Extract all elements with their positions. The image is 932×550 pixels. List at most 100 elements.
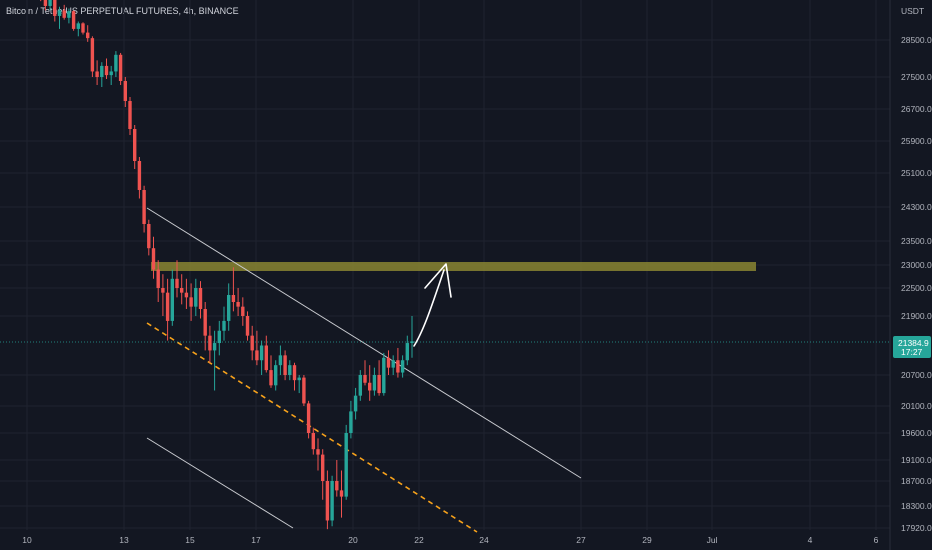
candle-body — [71, 11, 76, 29]
candle-body — [222, 320, 226, 331]
candle[interactable] — [391, 355, 395, 375]
candle[interactable] — [114, 51, 118, 77]
candle[interactable] — [198, 281, 203, 319]
candle[interactable] — [274, 360, 278, 391]
candle[interactable] — [90, 36, 95, 77]
candle[interactable] — [405, 335, 409, 366]
candle[interactable] — [330, 475, 334, 527]
candle[interactable] — [344, 424, 348, 500]
candle[interactable] — [67, 8, 71, 24]
candle[interactable] — [175, 260, 179, 298]
candle[interactable] — [241, 297, 245, 326]
projection-arrow[interactable] — [413, 269, 445, 347]
candle-body — [382, 357, 386, 394]
candle[interactable] — [302, 375, 306, 406]
candle[interactable] — [368, 365, 372, 401]
candle[interactable] — [353, 387, 358, 420]
candle[interactable] — [170, 269, 174, 326]
candle-body — [259, 345, 264, 361]
candle[interactable] — [316, 438, 320, 471]
candle[interactable] — [62, 4, 66, 20]
candle[interactable] — [339, 470, 344, 518]
x-tick-label: Jul — [707, 535, 718, 545]
trend-line-lower[interactable] — [146, 437, 294, 529]
candle[interactable] — [194, 278, 198, 316]
candle[interactable] — [123, 77, 127, 107]
candle[interactable] — [161, 274, 165, 316]
candle[interactable] — [48, 0, 52, 11]
candle[interactable] — [128, 97, 132, 135]
candle[interactable] — [264, 335, 268, 373]
candle[interactable] — [86, 25, 90, 42]
candle[interactable] — [382, 352, 386, 396]
candle[interactable] — [250, 325, 254, 361]
candle[interactable] — [208, 325, 212, 363]
candle[interactable] — [349, 400, 353, 439]
time-axis[interactable]: 10 13 15 17 20 22 24 27 29 Jul 4 6 — [22, 535, 878, 545]
candle[interactable] — [363, 360, 367, 386]
candle[interactable] — [400, 355, 405, 378]
candle[interactable] — [283, 350, 287, 381]
candle[interactable] — [156, 260, 160, 302]
candle[interactable] — [372, 367, 377, 396]
candle[interactable] — [245, 311, 250, 341]
x-tick-label: 20 — [348, 535, 358, 545]
candle[interactable] — [142, 185, 146, 233]
candle-body — [400, 360, 405, 373]
candle-body — [386, 357, 391, 368]
candle[interactable] — [118, 52, 123, 85]
candle[interactable] — [212, 330, 217, 391]
candle[interactable] — [410, 316, 414, 358]
candle[interactable] — [71, 10, 76, 31]
candle[interactable] — [76, 21, 80, 37]
candle[interactable] — [109, 65, 113, 85]
dashed-channel-line[interactable] — [146, 322, 478, 533]
candle[interactable] — [133, 125, 137, 169]
candle[interactable] — [147, 219, 151, 256]
candle[interactable] — [396, 347, 400, 378]
candle[interactable] — [189, 283, 193, 321]
candle[interactable] — [222, 306, 226, 341]
candle[interactable] — [306, 400, 311, 439]
candle[interactable] — [57, 6, 62, 29]
candle[interactable] — [358, 370, 362, 401]
candle[interactable] — [203, 302, 207, 351]
candle[interactable] — [43, 0, 48, 11]
candle[interactable] — [259, 340, 264, 375]
trend-line-upper[interactable] — [146, 207, 582, 479]
candle[interactable] — [100, 62, 104, 87]
price-axis[interactable]: 28500.0 27500.0 26700.0 25900.0 25100.0 24300… — [889, 0, 932, 550]
candle[interactable] — [104, 58, 109, 80]
candle[interactable] — [184, 278, 189, 309]
candle[interactable] — [311, 427, 315, 455]
candle[interactable] — [231, 267, 236, 312]
candle[interactable] — [335, 460, 339, 497]
candle[interactable] — [236, 288, 240, 316]
candle[interactable] — [321, 449, 325, 500]
candle[interactable] — [255, 330, 259, 366]
candle[interactable] — [180, 274, 184, 305]
candle[interactable] — [386, 350, 391, 375]
candle[interactable] — [137, 157, 142, 199]
candle[interactable] — [53, 0, 57, 22]
candle-body — [208, 335, 212, 351]
currency-label: USDT — [901, 6, 924, 16]
candle[interactable] — [81, 22, 85, 35]
candle[interactable] — [95, 60, 99, 85]
candle[interactable] — [297, 375, 301, 394]
candle[interactable] — [165, 278, 170, 341]
resistance-zone[interactable] — [151, 262, 756, 271]
candle[interactable] — [292, 362, 297, 391]
candle[interactable] — [151, 236, 156, 279]
candle[interactable] — [325, 470, 330, 530]
candle[interactable] — [269, 355, 273, 388]
candle-body — [184, 292, 189, 298]
x-tick-label: 10 — [22, 535, 32, 545]
candle[interactable] — [227, 283, 231, 331]
candle[interactable] — [39, 0, 42, 2]
candle[interactable] — [217, 320, 221, 356]
candle[interactable] — [278, 345, 283, 376]
candle[interactable] — [288, 360, 292, 381]
candle[interactable] — [377, 360, 381, 396]
